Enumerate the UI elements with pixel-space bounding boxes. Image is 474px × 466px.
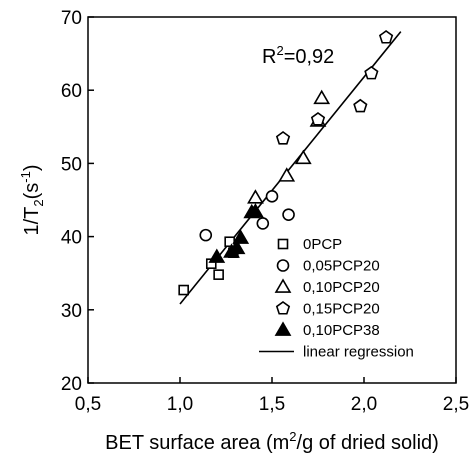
legend-marker <box>275 301 291 315</box>
x-tick-label: 0,5 <box>75 394 101 415</box>
data-point <box>265 190 279 203</box>
data-point <box>353 98 368 113</box>
x-axis-ticks: 0,5 1,0 1,5 2,0 2,5 <box>75 377 469 415</box>
x-tick-label: 1,0 <box>167 394 193 415</box>
data-point <box>294 149 312 165</box>
legend-label: 0,10PCP20 <box>303 279 380 296</box>
y-axis-title: 1/T2(s-1) <box>18 164 46 235</box>
data-point <box>282 208 295 221</box>
legend-marker <box>277 238 289 250</box>
data-point <box>228 239 246 255</box>
data-point <box>313 89 331 105</box>
data-point <box>247 203 264 218</box>
data-point <box>232 229 250 244</box>
legend-label: 0,05PCP20 <box>303 258 380 275</box>
data-point <box>364 65 379 80</box>
x-tick-label: 1,5 <box>259 394 285 415</box>
data-point <box>247 189 264 204</box>
y-tick-label: 30 <box>61 301 82 322</box>
y-tick-label: 70 <box>61 8 82 29</box>
y-tick-label: 60 <box>61 81 82 102</box>
data-point <box>208 248 226 263</box>
r-squared-annotation: R2=0,92 <box>262 43 334 68</box>
data-point <box>278 167 296 182</box>
data-point <box>275 131 291 145</box>
data-point <box>256 217 270 230</box>
y-tick-label: 40 <box>61 228 82 249</box>
legend-label: 0,15PCP20 <box>303 301 380 318</box>
x-tick-label: 2,5 <box>443 394 469 415</box>
y-tick-label: 50 <box>61 154 82 175</box>
data-point <box>199 228 213 242</box>
y-axis-ticks: 20 30 40 50 60 70 <box>61 8 94 395</box>
x-tick-label: 2,0 <box>351 394 377 415</box>
data-point <box>178 284 189 296</box>
x-axis-title: BET surface area (m2/g of dried solid) <box>105 429 439 454</box>
data-points <box>178 30 394 296</box>
legend-marker <box>274 278 292 293</box>
data-point <box>310 111 326 126</box>
y-tick-label: 20 <box>61 374 82 395</box>
y-axis-title-group: 1/T2(s-1) <box>18 164 46 235</box>
legend: 0PCP 0,05PCP20 0,10PCP20 0,15PCP20 0,10PCP38… <box>259 236 414 361</box>
legend-label: 0PCP <box>303 236 342 253</box>
legend-marker <box>276 259 290 272</box>
legend-label: linear regression <box>303 344 414 361</box>
data-point <box>213 269 224 280</box>
legend-label: 0,10PCP38 <box>303 322 380 339</box>
data-point <box>224 236 235 248</box>
data-point <box>378 30 394 44</box>
legend-marker <box>274 321 292 336</box>
